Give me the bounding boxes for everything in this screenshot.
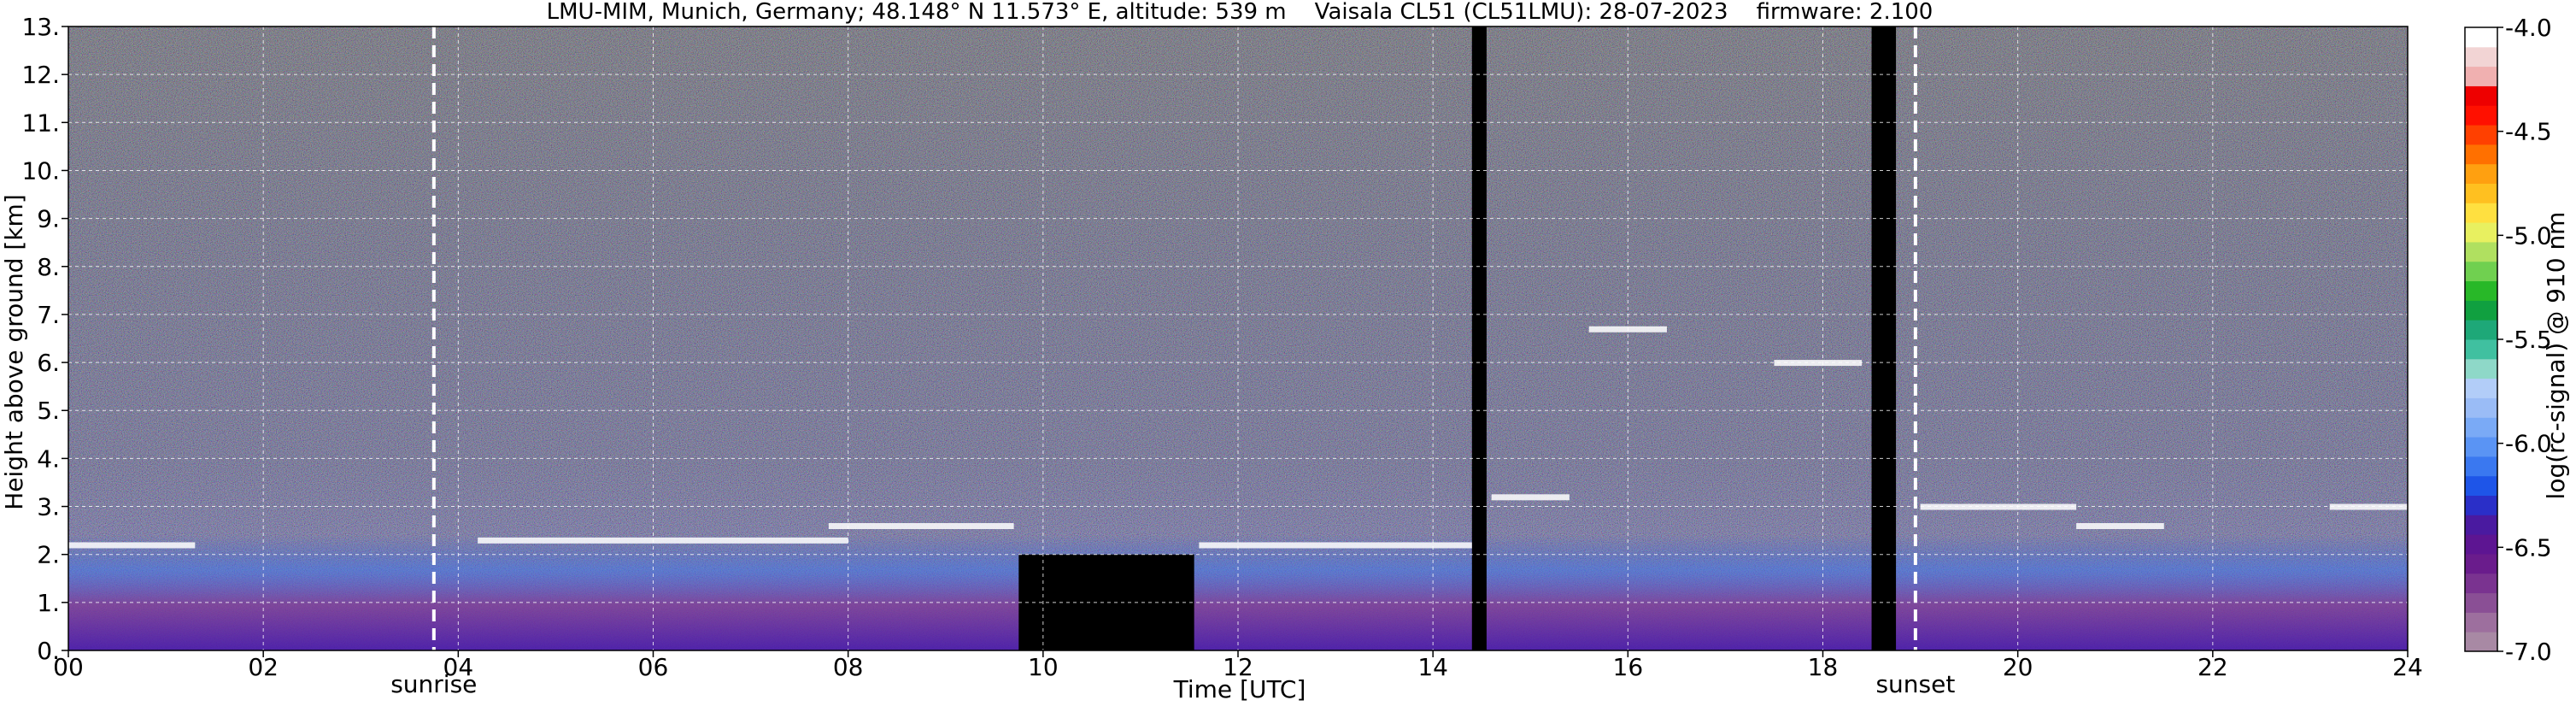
y-tick-label: 13.	[21, 13, 60, 41]
colorbar-segment	[2465, 553, 2497, 574]
cloud-layer	[478, 537, 848, 544]
colorbar-segment	[2465, 26, 2497, 48]
y-tick-label: 0.	[37, 637, 60, 665]
colorbar-segment	[2465, 573, 2497, 594]
cloud-layer	[1199, 542, 1472, 549]
colorbar-segment	[2465, 66, 2497, 86]
cloud-layer	[2329, 503, 2408, 510]
sun-marker-label: sunset	[1875, 670, 1955, 698]
colorbar-segment	[2465, 183, 2497, 203]
colorbar-segment	[2465, 144, 2497, 165]
colorbar-segment	[2465, 358, 2497, 379]
colorbar-segment	[2465, 319, 2497, 340]
no-signal-gap	[1471, 26, 1487, 650]
colorbar-segment	[2465, 514, 2497, 535]
x-tick-label: 16	[1613, 653, 1644, 681]
colorbar-segment	[2465, 436, 2497, 457]
colorbar-segment	[2465, 46, 2497, 68]
cloud-layer	[68, 542, 196, 549]
y-tick-label: 2.	[37, 541, 60, 569]
colorbar-segment	[2465, 416, 2497, 438]
y-tick-label: 8.	[37, 253, 60, 281]
colorbar-segment	[2465, 495, 2497, 515]
no-signal-gap	[1871, 26, 1897, 650]
y-tick-label: 12.	[21, 61, 60, 89]
colorbar-tick-label: -7.0	[2505, 638, 2552, 666]
cloud-layer	[1491, 494, 1570, 501]
colorbar-tick-label: -4.5	[2505, 118, 2552, 146]
x-tick-label: 02	[248, 653, 279, 681]
y-axis-label: Height above ground [km]	[0, 194, 28, 510]
colorbar-tick-label: -6.5	[2505, 533, 2552, 562]
colorbar-label: log(rc-signal) @ 910 nm	[2542, 212, 2570, 500]
cloud-layer	[1774, 360, 1863, 367]
colorbar-tick-label: -5.5	[2505, 326, 2552, 354]
colorbar-segment	[2465, 163, 2497, 184]
x-tick-label: 08	[833, 653, 864, 681]
y-tick-label: 10.	[21, 156, 60, 185]
y-axis: 0. 1. 2. 3. 4. 5. 6. 7. 8. 9. 10. 11. 12. 13.	[21, 13, 68, 665]
colorbar-segment	[2465, 611, 2497, 632]
x-axis-label: Time [UTC]	[1173, 675, 1306, 703]
no-signal-gap	[1018, 554, 1194, 650]
boundary-layer-signal	[68, 535, 2408, 650]
plot-area	[68, 26, 2408, 650]
x-tick-label: 12	[1223, 653, 1253, 681]
colorbar-segment	[2465, 241, 2497, 262]
cloud-layer	[828, 523, 1014, 529]
colorbar-tick-label: -6.0	[2505, 430, 2552, 458]
x-axis: 00 02 04 06 08 10 12 14 16 18 20 22 24	[53, 650, 2423, 681]
sun-marker-label: sunrise	[390, 670, 477, 698]
y-tick-label: 11.	[21, 109, 60, 137]
x-tick-label: 10	[1028, 653, 1059, 681]
x-tick-label: 20	[2003, 653, 2033, 681]
y-tick-label: 1.	[37, 589, 60, 617]
colorbar-segment	[2465, 631, 2497, 652]
y-tick-label: 5.	[37, 397, 60, 425]
colorbar-segment	[2465, 85, 2497, 106]
colorbar-segment	[2465, 221, 2497, 243]
y-tick-label: 9.	[37, 205, 60, 233]
colorbar-segment	[2465, 592, 2497, 613]
colorbar-segment	[2465, 280, 2497, 301]
y-tick-label: 7.	[37, 301, 60, 329]
colorbar-segment	[2465, 456, 2497, 477]
colorbar-segment	[2465, 104, 2497, 126]
colorbar-tick-label: -4.0	[2505, 14, 2552, 42]
colorbar-segment	[2465, 533, 2497, 555]
y-tick-label: 4.	[37, 444, 60, 473]
chart-title: LMU-MIM, Munich, Germany; 48.148° N 11.5…	[547, 0, 1933, 25]
colorbar: -4.0 -4.5 -5.0 -5.5 -6.0 -6.5 -7.0	[2464, 14, 2552, 666]
colorbar-segment	[2465, 299, 2497, 321]
colorbar-segment	[2465, 202, 2497, 223]
colorbar-segment	[2465, 475, 2497, 496]
colorbar-segment	[2465, 338, 2497, 360]
x-tick-label: 06	[638, 653, 669, 681]
colorbar-tick-label: -5.0	[2505, 221, 2552, 250]
cloud-layer	[2076, 523, 2164, 529]
colorbar-segment	[2465, 378, 2497, 398]
colorbar-segment	[2465, 124, 2497, 145]
x-tick-label: 04	[443, 653, 474, 681]
colorbar-segment	[2465, 261, 2497, 282]
y-tick-label: 3.	[37, 493, 60, 521]
sun-markers: sunrise sunset	[390, 26, 1955, 698]
x-tick-label: 00	[53, 653, 84, 681]
y-tick-label: 6.	[37, 349, 60, 377]
x-tick-label: 14	[1417, 653, 1448, 681]
x-tick-label: 22	[2198, 653, 2228, 681]
colorbar-segment	[2465, 397, 2497, 418]
x-tick-label: 24	[2392, 653, 2423, 681]
x-tick-label: 18	[1808, 653, 1839, 681]
